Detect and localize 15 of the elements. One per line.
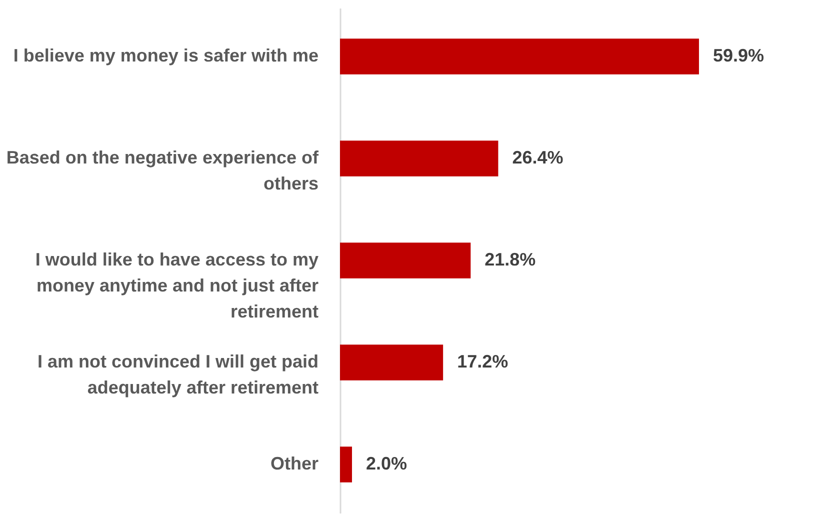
y-tick-label: Based on the negative experience of others: [6, 147, 320, 194]
data-label: 2.0%: [366, 454, 408, 474]
data-label: 17.2%: [457, 352, 508, 372]
bar: [340, 140, 498, 176]
y-tick-label: I believe my money is safer with me: [13, 45, 318, 66]
data-label: 59.9%: [712, 45, 764, 66]
y-tick-label: I am not convinced I will get paid adequately after retirement: [37, 352, 318, 398]
data-label: 21.8%: [484, 250, 536, 270]
bar: [340, 242, 471, 278]
y-tick-label: Other: [270, 454, 318, 474]
bar: [340, 446, 352, 482]
bar: [340, 344, 444, 380]
y-tick-label: I would like to have access to my money anytime and not just after retirement: [35, 250, 319, 322]
bar: [340, 38, 699, 74]
data-label: 26.4%: [512, 147, 564, 168]
